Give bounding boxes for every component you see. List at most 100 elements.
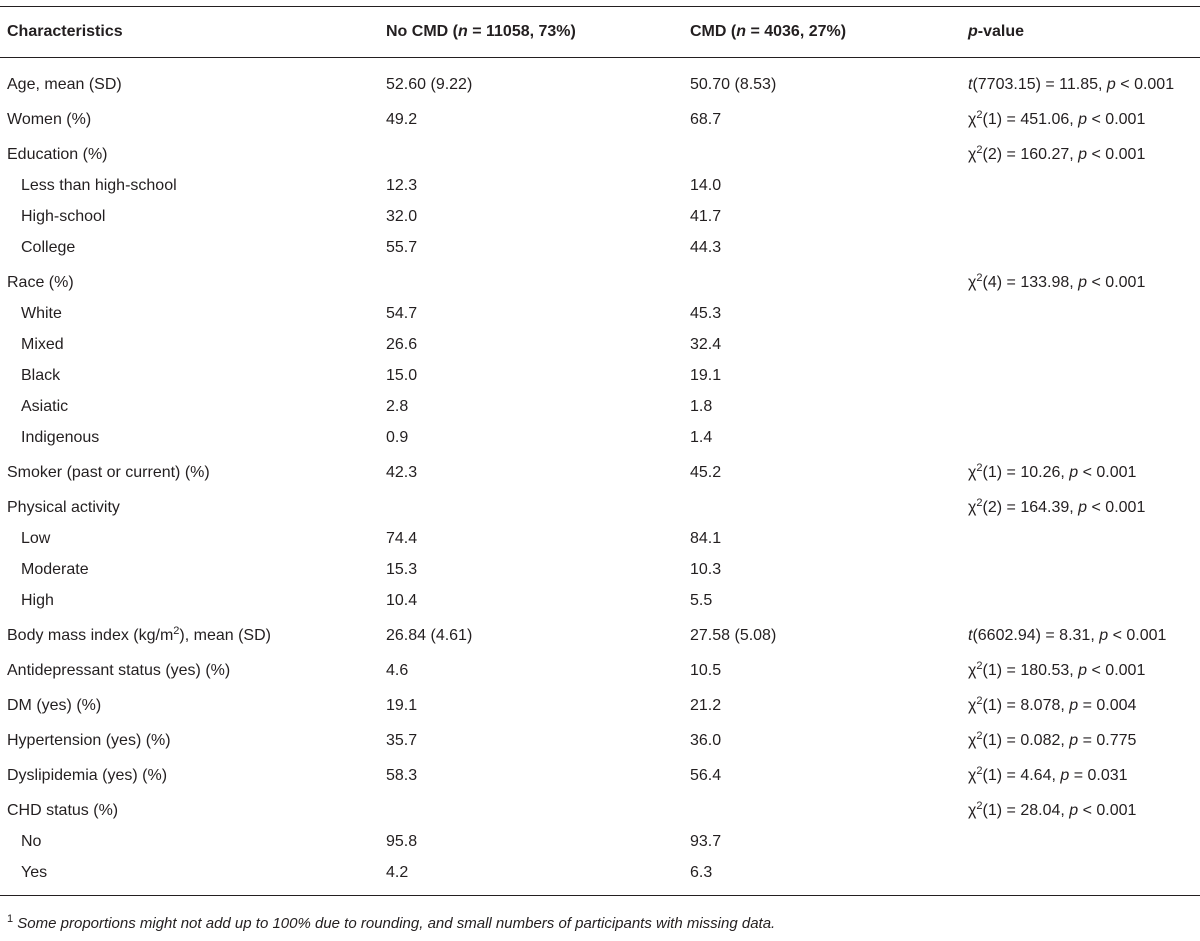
table-row: Physical activity χ2(2) = 164.39, p < 0.0… [0,496,1200,520]
cmd-value: 84.1 [690,530,722,547]
cmd-value: 68.7 [690,111,722,128]
cmd-value: 45.3 [690,305,722,322]
cmd-value: 1.4 [690,429,713,446]
row-label: Physical activity [7,499,120,516]
table-row: Indigenous 0.9 1.4 [0,426,1200,450]
no-cmd-value: 26.84 (4.61) [386,627,473,644]
cmd-value: 44.3 [690,239,722,256]
table-row: CHD status (%) χ2(1) = 28.04, p < 0.001 [0,799,1200,823]
row-label: White [21,305,62,322]
table-row: Hypertension (yes) (%) 35.7 36.0 χ2(1) = 0.… [0,729,1200,753]
table-row: High-school 32.0 41.7 [0,205,1200,229]
p-value: χ2(1) = 180.53, p < 0.001 [968,660,1146,680]
no-cmd-value: 26.6 [386,336,418,353]
cmd-value: 36.0 [690,732,722,749]
no-cmd-value: 42.3 [386,464,418,481]
cmd-value: 14.0 [690,177,722,194]
header-rule [0,57,1200,58]
table-row: Asiatic 2.8 1.8 [0,395,1200,419]
table-row: Education (%) χ2(2) = 160.27, p < 0.001 [0,143,1200,167]
row-label: CHD status (%) [7,802,119,819]
header-characteristics: Characteristics [7,23,123,40]
row-label: Moderate [21,561,89,578]
no-cmd-value: 4.6 [386,662,409,679]
table-row: Smoker (past or current) (%) 42.3 45.2 χ2(1… [0,461,1200,485]
row-label: Education (%) [7,146,108,163]
cmd-value: 1.8 [690,398,713,415]
cmd-value: 45.2 [690,464,722,481]
table-row: Mixed 26.6 32.4 [0,333,1200,357]
table-row: Body mass index (kg/m2), mean (SD) 26.84 … [0,624,1200,648]
table-row: Less than high-school 12.3 14.0 [0,174,1200,198]
table-row: Dyslipidemia (yes) (%) 58.3 56.4 χ2(1) = 4.… [0,764,1200,788]
row-label: Low [21,530,51,547]
table-row: DM (yes) (%) 19.1 21.2 χ2(1) = 8.078, p = 0… [0,694,1200,718]
no-cmd-value: 74.4 [386,530,418,547]
no-cmd-value: 4.2 [386,864,409,881]
cmd-value: 32.4 [690,336,722,353]
no-cmd-value: 54.7 [386,305,418,322]
row-label: No [21,833,42,850]
cmd-value: 10.5 [690,662,722,679]
p-value: χ2(4) = 133.98, p < 0.001 [968,272,1146,292]
row-label: Less than high-school [21,177,177,194]
no-cmd-value: 0.9 [386,429,409,446]
no-cmd-value: 15.0 [386,367,418,384]
no-cmd-value: 95.8 [386,833,418,850]
table-row: White 54.7 45.3 [0,302,1200,326]
p-value: χ2(1) = 8.078, p = 0.004 [968,695,1137,715]
header-cmd: CMD (n = 4036, 27%) [690,23,847,40]
row-label: Race (%) [7,274,74,291]
table-row: No 95.8 93.7 [0,830,1200,854]
no-cmd-value: 32.0 [386,208,418,225]
bottom-rule [0,895,1200,896]
header-p-value: p-value [968,23,1025,40]
p-value: χ2(1) = 451.06, p < 0.001 [968,109,1146,129]
no-cmd-value: 2.8 [386,398,409,415]
no-cmd-value: 49.2 [386,111,418,128]
table-row: Moderate 15.3 10.3 [0,558,1200,582]
no-cmd-value: 35.7 [386,732,418,749]
table-row: Race (%) χ2(4) = 133.98, p < 0.001 [0,271,1200,295]
table-row: Antidepressant status (yes) (%) 4.6 10.5 χ2… [0,659,1200,683]
table-footnote: 1 Some proportions might not add up to 1… [7,913,776,933]
header-no-cmd: No CMD (n = 11058, 73%) [386,23,576,40]
top-rule [0,6,1200,7]
table-header-row: Characteristics No CMD (n = 11058, 73%) … [0,20,1200,44]
row-label: High [21,592,54,609]
row-label: Smoker (past or current) (%) [7,464,210,481]
row-label: Dyslipidemia (yes) (%) [7,767,168,784]
table-row: Black 15.0 19.1 [0,364,1200,388]
row-label: Antidepressant status (yes) (%) [7,662,231,679]
table-row: Age, mean (SD) 52.60 (9.22) 50.70 (8.53) t(… [0,73,1200,97]
cmd-value: 6.3 [690,864,713,881]
no-cmd-value: 55.7 [386,239,418,256]
cmd-value: 27.58 (5.08) [690,627,777,644]
row-label: Indigenous [21,429,100,446]
row-label: Age, mean (SD) [7,76,122,93]
cmd-value: 21.2 [690,697,722,714]
row-label: DM (yes) (%) [7,697,102,714]
row-label: High-school [21,208,106,225]
table-row: High 10.4 5.5 [0,589,1200,613]
p-value: χ2(1) = 0.082, p = 0.775 [968,730,1137,750]
p-value: t(7703.15) = 11.85, p < 0.001 [968,76,1175,93]
row-label: Body mass index (kg/m2), mean (SD) [7,625,271,645]
row-label: Women (%) [7,111,92,128]
cmd-value: 56.4 [690,767,722,784]
row-label: Asiatic [21,398,69,415]
no-cmd-value: 10.4 [386,592,418,609]
no-cmd-value: 15.3 [386,561,418,578]
no-cmd-value: 12.3 [386,177,418,194]
no-cmd-value: 58.3 [386,767,418,784]
cmd-value: 19.1 [690,367,722,384]
no-cmd-value: 52.60 (9.22) [386,76,473,93]
row-label: Black [21,367,61,384]
p-value: χ2(1) = 28.04, p < 0.001 [968,800,1137,820]
p-value: χ2(1) = 4.64, p = 0.031 [968,765,1128,785]
cmd-value: 10.3 [690,561,722,578]
cmd-value: 50.70 (8.53) [690,76,777,93]
p-value: χ2(2) = 160.27, p < 0.001 [968,144,1146,164]
p-value: χ2(2) = 164.39, p < 0.001 [968,497,1146,517]
table-row: Women (%) 49.2 68.7 χ2(1) = 451.06, p < 0.0… [0,108,1200,132]
